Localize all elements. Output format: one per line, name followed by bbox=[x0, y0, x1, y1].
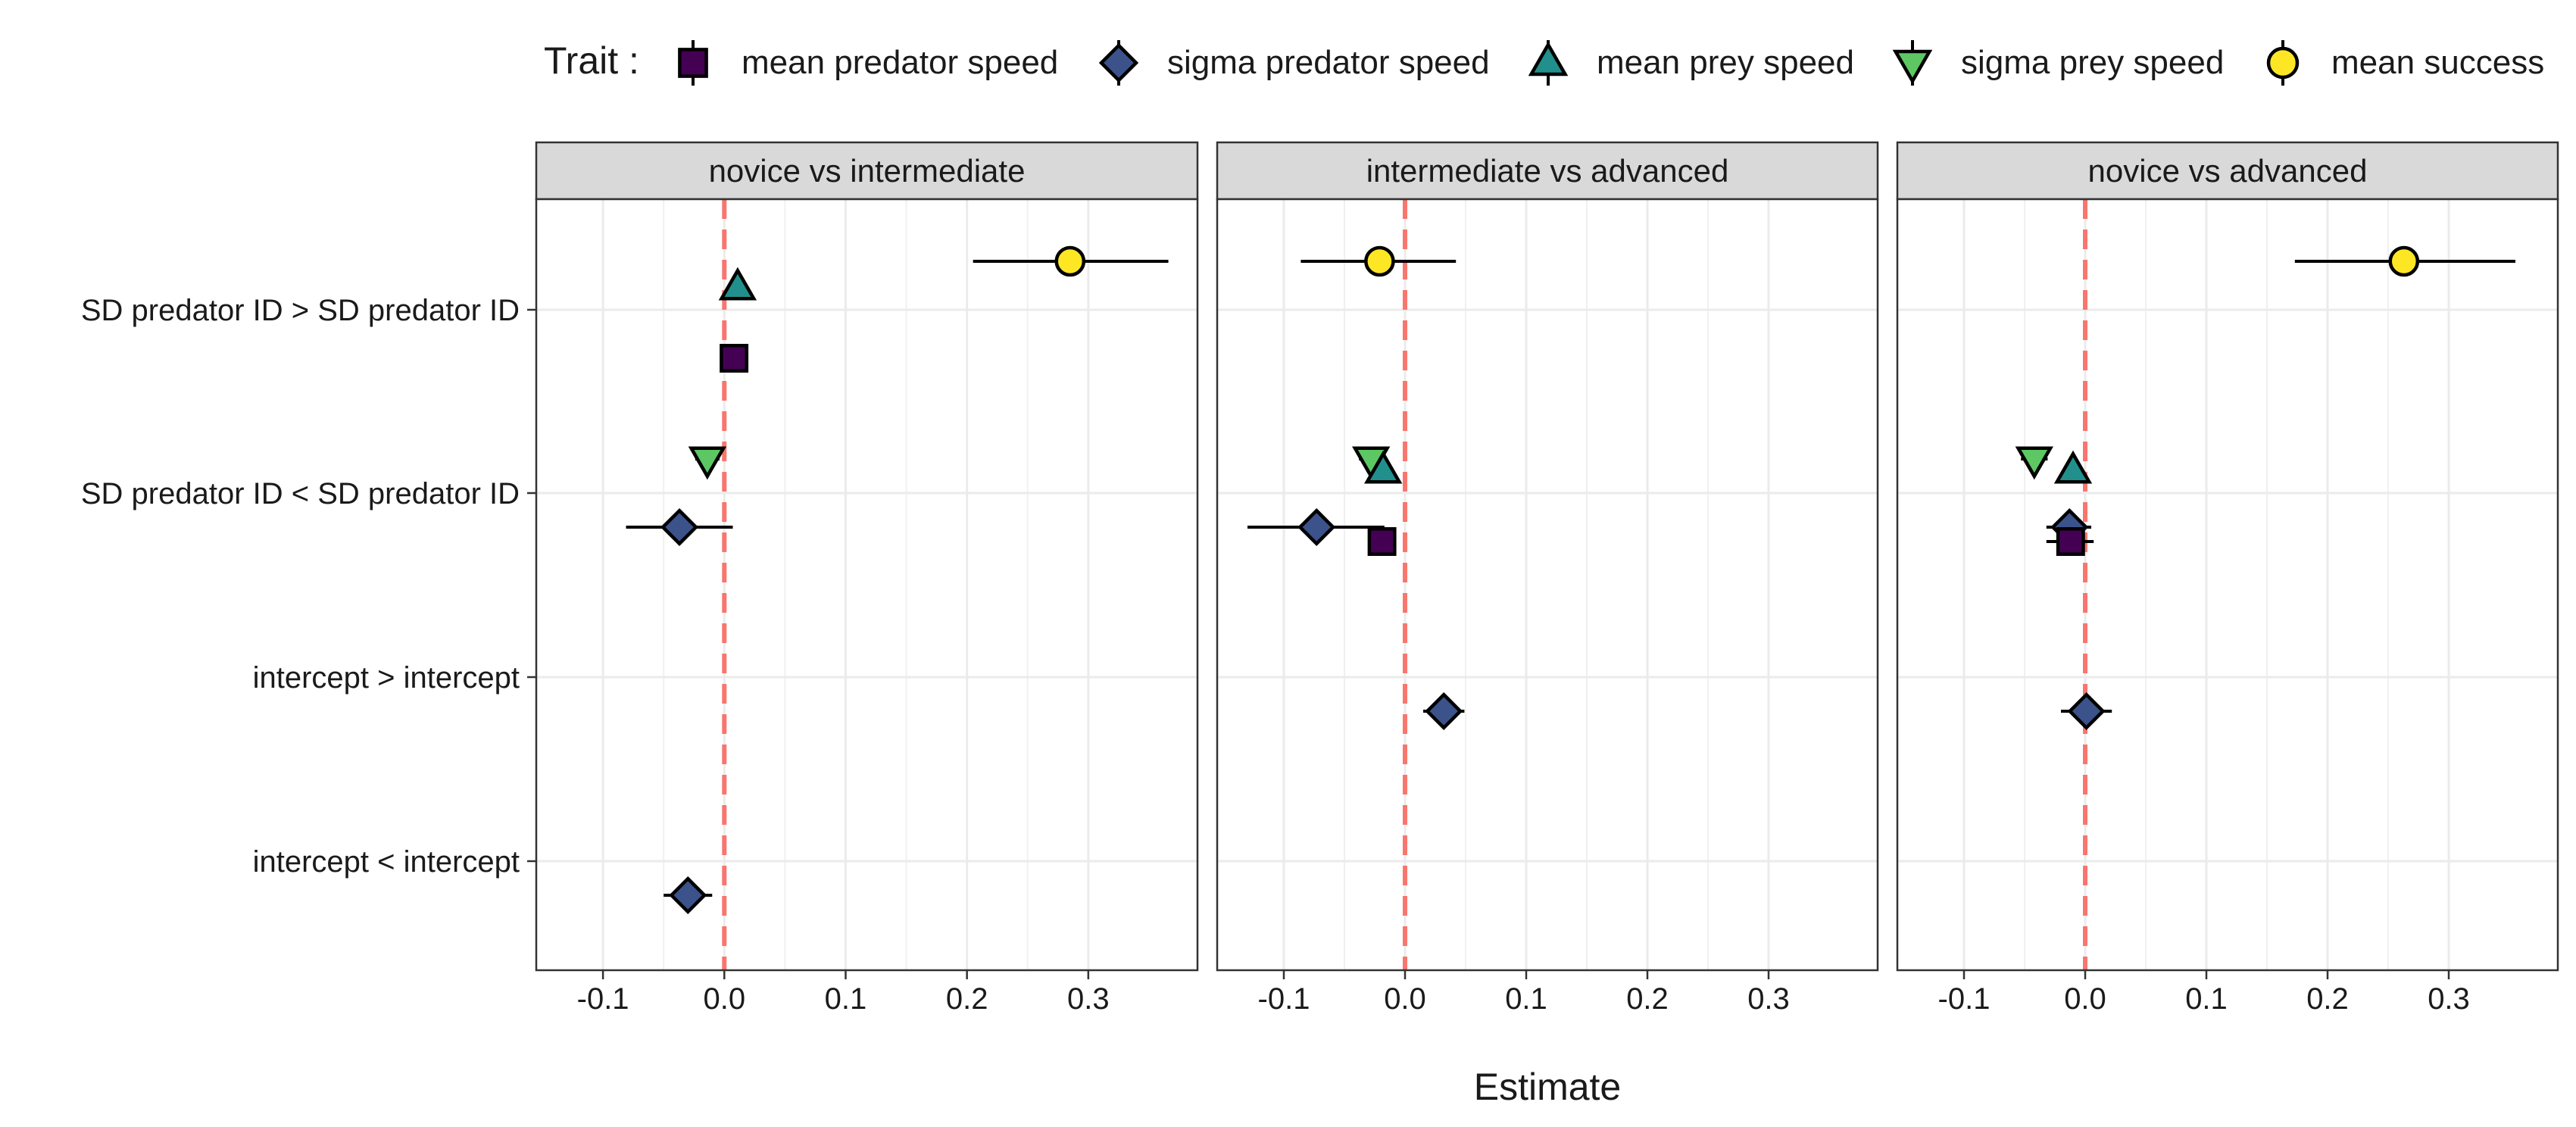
x-tick-label: 0.1 bbox=[2185, 982, 2228, 1016]
point-mean-success bbox=[2294, 245, 2515, 277]
point-sigma-predator-speed bbox=[626, 507, 733, 547]
legend-item-sigma-prey-speed: sigma prey speed bbox=[1892, 40, 2224, 86]
point-marker-triangle-down bbox=[2015, 446, 2053, 480]
y-axis-labels: SD predator ID > SD predator ID SD predat… bbox=[81, 294, 536, 879]
point-mean-prey-speed bbox=[1364, 450, 1403, 484]
legend-key-square-icon bbox=[678, 48, 708, 78]
point-sigma-prey-speed bbox=[688, 446, 727, 480]
point-sigma-predator-speed bbox=[1423, 691, 1465, 731]
legend-label: mean predator speed bbox=[742, 44, 1058, 81]
point-marker-diamond bbox=[2067, 691, 2106, 731]
legend-label: mean prey speed bbox=[1597, 44, 1854, 81]
panel-border bbox=[535, 198, 1199, 972]
panel-strip bbox=[1216, 141, 1879, 201]
panel-intermediate-vs-advanced: intermediate vs advanced -0.1 0.0 0.1 0.2 0.3 bbox=[1216, 141, 1879, 1016]
y-tick-label: SD predator ID < SD predator ID bbox=[81, 477, 520, 510]
x-tick-label: -0.1 bbox=[1938, 982, 1991, 1016]
x-axis-title: Estimate bbox=[1474, 1066, 1622, 1108]
point-sigma-prey-speed bbox=[2015, 446, 2053, 480]
x-tick-label: 0.3 bbox=[1067, 982, 1110, 1016]
point-marker-circle bbox=[1364, 245, 1395, 277]
legend-item-mean-success: mean success bbox=[2266, 40, 2544, 86]
point-marker-circle bbox=[1054, 245, 1086, 277]
point-mean-prey-speed bbox=[2053, 450, 2093, 484]
panel-border bbox=[1216, 198, 1879, 972]
point-marker-triangle-up bbox=[718, 267, 757, 301]
point-mean-predator-speed bbox=[1367, 527, 1397, 556]
legend-key-diamond-icon bbox=[1098, 42, 1139, 83]
point-marker-triangle-up bbox=[1364, 450, 1403, 484]
legend-key-triangle-up-icon bbox=[1528, 41, 1569, 76]
panel-novice-vs-advanced: novice vs advanced -0.1 0.0 0.1 0.2 0.3 bbox=[1896, 141, 2559, 1016]
point-mean-predator-speed bbox=[720, 344, 749, 373]
legend-label: sigma prey speed bbox=[1961, 44, 2224, 81]
x-tick-label: 0.2 bbox=[946, 982, 988, 1016]
legend-item-mean-prey-speed: mean prey speed bbox=[1528, 40, 1854, 86]
legend-title: Trait : bbox=[544, 39, 639, 82]
x-tick-label: 0.0 bbox=[2064, 982, 2106, 1016]
point-mean-prey-speed bbox=[718, 267, 757, 301]
panel-background bbox=[1217, 199, 1878, 970]
point-marker-diamond bbox=[660, 507, 699, 547]
legend-item-mean-predator-speed: mean predator speed bbox=[678, 40, 1058, 86]
panels: novice vs intermediate-0.1 0.0 0.1 0.2 0.3in… bbox=[535, 141, 2559, 1016]
point-sigma-predator-speed bbox=[664, 876, 713, 915]
point-marker-triangle-down bbox=[688, 446, 727, 480]
panel-title: novice vs advanced bbox=[2088, 153, 2368, 189]
panel-novice-vs-intermediate: novice vs intermediate -0.1 0.0 0.1 0.2 0.3 bbox=[535, 141, 1199, 1016]
legend-label: sigma predator speed bbox=[1167, 44, 1490, 81]
x-tick-label: 0.3 bbox=[2428, 982, 2470, 1016]
point-sigma-predator-speed bbox=[1247, 507, 1385, 547]
legend-key-circle-icon bbox=[2266, 46, 2300, 80]
point-sigma-predator-speed bbox=[2061, 691, 2112, 731]
panel-strip bbox=[535, 141, 1199, 201]
point-marker-square bbox=[1367, 527, 1397, 556]
x-tick-label: 0.1 bbox=[1505, 982, 1547, 1016]
point-mean-success bbox=[1300, 245, 1457, 277]
x-tick-label: 0.0 bbox=[1384, 982, 1426, 1016]
y-tick-label: intercept > intercept bbox=[253, 661, 520, 695]
x-tick-label: 0.2 bbox=[1626, 982, 1669, 1016]
panel-title: intermediate vs advanced bbox=[1366, 153, 1729, 189]
point-marker-square bbox=[720, 344, 749, 373]
legend: Trait : mean predator speed sigma predato… bbox=[544, 39, 2544, 86]
y-tick-label: intercept < intercept bbox=[253, 845, 520, 879]
x-tick-label: -0.1 bbox=[1258, 982, 1310, 1016]
legend-key-triangle-down-icon bbox=[1892, 49, 1933, 85]
legend-item-sigma-predator-speed: sigma predator speed bbox=[1098, 40, 1490, 86]
point-marker-diamond bbox=[1297, 507, 1336, 547]
point-marker-diamond bbox=[669, 876, 707, 915]
point-mean-predator-speed bbox=[2046, 527, 2094, 556]
panel-strip bbox=[1896, 141, 2559, 201]
point-marker-diamond bbox=[1425, 691, 1463, 731]
x-tick-label: 0.3 bbox=[1747, 982, 1790, 1016]
x-tick-label: 0.1 bbox=[825, 982, 867, 1016]
point-marker-square bbox=[2056, 527, 2085, 556]
panel-background bbox=[1897, 199, 2558, 970]
panel-title: novice vs intermediate bbox=[709, 153, 1026, 189]
point-marker-triangle-up bbox=[2053, 450, 2093, 484]
x-tick-label: 0.2 bbox=[2306, 982, 2349, 1016]
y-tick-label: SD predator ID > SD predator ID bbox=[81, 294, 520, 327]
point-mean-success bbox=[973, 245, 1169, 277]
panel-border bbox=[1896, 198, 2559, 972]
legend-label: mean success bbox=[2331, 44, 2544, 81]
panel-background bbox=[536, 199, 1197, 970]
point-marker-circle bbox=[2388, 245, 2420, 277]
x-tick-label: 0.0 bbox=[703, 982, 745, 1016]
x-tick-label: -0.1 bbox=[577, 982, 629, 1016]
